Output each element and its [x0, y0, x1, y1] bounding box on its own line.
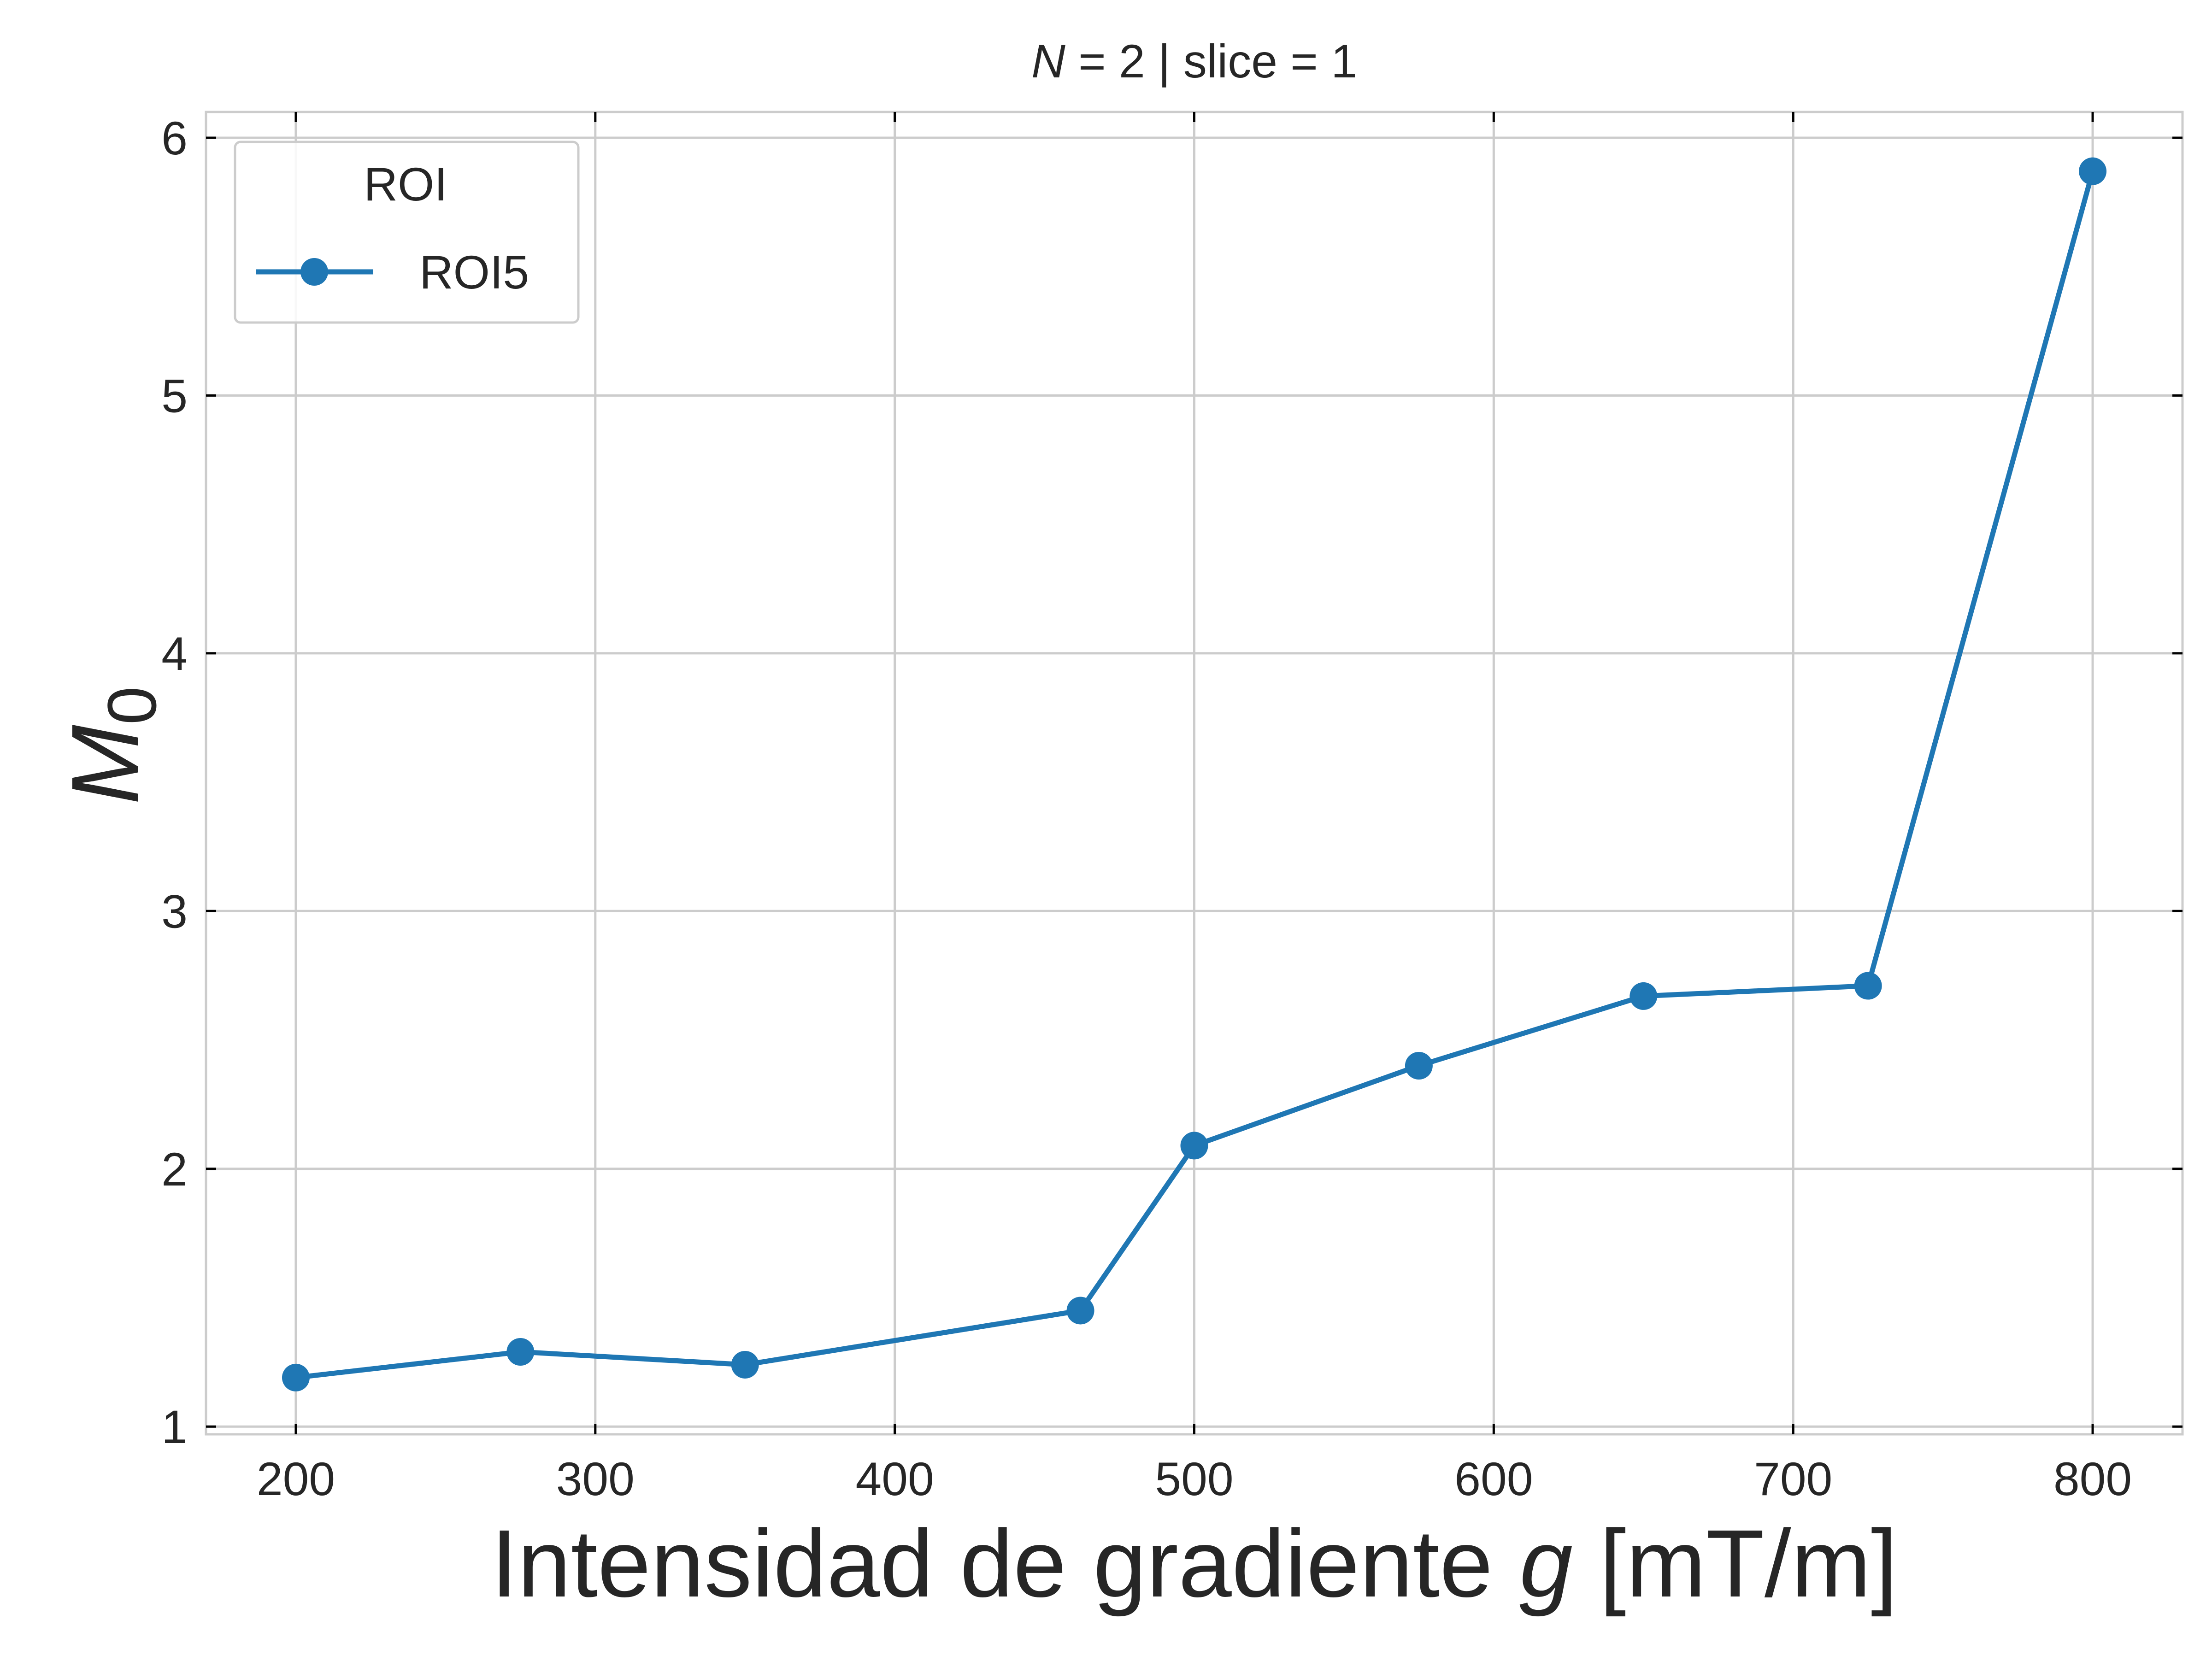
x-tick-label: 600 — [1454, 1453, 1533, 1505]
data-point — [1630, 982, 1658, 1010]
tick-layer: 200 300 400 500 600 700 800 1 2 3 4 5 6 — [161, 112, 2183, 1505]
data-point — [1066, 1297, 1094, 1325]
y-tick-label: 4 — [161, 628, 188, 680]
chart-title-variable: N — [1031, 35, 1065, 88]
x-axis-label: Intensidad de gradiente g [mT/m] — [491, 1510, 1897, 1617]
x-tick-label: 300 — [556, 1453, 635, 1505]
x-axis-label-variable: g — [1519, 1510, 1573, 1617]
data-point — [1854, 972, 1882, 1000]
data-point — [282, 1363, 310, 1391]
x-tick-label: 700 — [1754, 1453, 1832, 1505]
x-tick-label: 200 — [257, 1453, 335, 1505]
legend: ROI ROI5 — [234, 141, 580, 324]
x-tick-label: 400 — [856, 1453, 934, 1505]
x-axis-label-unit: [mT/m] — [1573, 1510, 1898, 1617]
x-tick-label: 500 — [1155, 1453, 1233, 1505]
data-point — [1180, 1132, 1208, 1160]
y-axis-label-symbol: M — [52, 724, 159, 804]
y-tick-label: 5 — [161, 370, 188, 422]
grid-layer — [206, 112, 2183, 1434]
x-tick-label: 800 — [2053, 1453, 2132, 1505]
y-tick-label: 3 — [161, 885, 188, 938]
data-point — [731, 1350, 759, 1379]
y-axis-label-subscript: 0 — [93, 687, 171, 725]
y-tick-label: 6 — [161, 112, 188, 164]
series-layer — [282, 157, 2107, 1391]
data-point — [1405, 1051, 1433, 1080]
legend-title: ROI — [364, 158, 447, 211]
data-point — [506, 1338, 535, 1366]
chart-title-text: = 2 | slice = 1 — [1065, 35, 1357, 88]
legend-label: ROI5 — [419, 246, 529, 299]
y-tick-label: 1 — [161, 1401, 188, 1453]
chart-title: N = 2 | slice = 1 — [1031, 35, 1357, 88]
data-point — [2079, 157, 2107, 185]
x-axis-label-text: Intensidad de gradiente — [491, 1510, 1519, 1617]
y-axis-label: M0 — [52, 687, 171, 805]
y-tick-label: 2 — [161, 1143, 188, 1196]
legend-marker — [300, 258, 328, 286]
